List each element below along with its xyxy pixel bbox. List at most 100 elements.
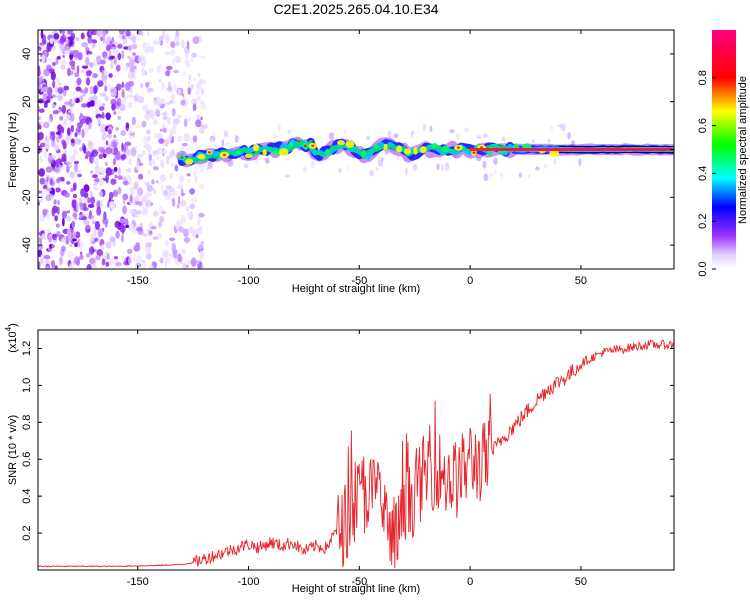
noise-blob (180, 39, 184, 45)
noise-blob (189, 188, 196, 195)
noise-blob (105, 241, 112, 249)
noise-blob (90, 196, 95, 205)
noise-blob (138, 54, 143, 63)
noise-blob (49, 243, 52, 249)
spectrogram-panel: -150 -100 -50 0 50 -40 -20 0 20 40 Height of str… (7, 29, 675, 295)
noise-blob (87, 35, 93, 44)
noise-blob (194, 175, 198, 184)
noise-blob (265, 157, 270, 164)
noise-blob (117, 116, 121, 120)
noise-blob (186, 59, 190, 68)
snr-series-line (38, 339, 674, 569)
noise-blob (61, 238, 65, 243)
noise-blob (38, 168, 45, 177)
y-tick-label: 40 (21, 48, 33, 60)
noise-blob (56, 177, 62, 183)
noise-blob (83, 192, 89, 199)
noise-blob (136, 226, 143, 232)
noise-blob (196, 95, 201, 101)
noise-blob (123, 142, 128, 151)
noise-blob (72, 201, 76, 208)
noise-blob (111, 44, 116, 47)
noise-blob (129, 194, 133, 204)
noise-blob (90, 42, 96, 49)
noise-blob (182, 70, 186, 77)
noise-blob (85, 151, 92, 157)
noise-blob (80, 69, 84, 74)
noise-blob (63, 118, 68, 127)
noise-blob (158, 204, 164, 214)
noise-blob (72, 238, 77, 242)
colorbar-tick-label: 0.6 (697, 118, 709, 133)
noise-blob (310, 160, 316, 168)
noise-blob (87, 214, 95, 220)
noise-blob (77, 38, 83, 42)
noise-blob (170, 126, 177, 135)
noise-blob (193, 166, 199, 170)
noise-blob (186, 40, 190, 50)
noise-blob (347, 164, 350, 170)
noise-blob (121, 225, 125, 235)
noise-blob (121, 89, 125, 98)
noise-blob (207, 161, 213, 170)
noise-blob (116, 97, 122, 107)
noise-blob (54, 144, 59, 152)
noise-blob (166, 65, 173, 71)
noise-blob (191, 197, 198, 204)
noise-blob (84, 45, 88, 53)
noise-blob (118, 222, 122, 226)
noise-blob (145, 181, 151, 188)
noise-blob (191, 98, 198, 106)
noise-blob (494, 169, 497, 174)
noise-blob (105, 140, 109, 146)
noise-blob (200, 116, 203, 121)
noise-blob (187, 86, 192, 95)
snr-y-ticks: 0.2 0.4 0.6 0.8 1.0 1.2 (21, 341, 674, 541)
noise-blob (159, 257, 164, 264)
noise-blob (287, 129, 292, 134)
noise-blob (39, 213, 46, 222)
noise-blob (181, 248, 186, 254)
colorbar-scale (712, 30, 736, 269)
noise-blob (61, 126, 65, 134)
noise-blob (62, 54, 65, 58)
noise-blob (38, 124, 42, 130)
noise-blob (171, 108, 176, 117)
noise-blob (195, 234, 199, 239)
spectrogram-y-axis-title: Frequency (Hz) (7, 112, 19, 188)
noise-blob (113, 256, 119, 260)
noise-blob (518, 172, 522, 178)
noise-blob (112, 41, 119, 45)
noise-blob (112, 189, 118, 197)
noise-blob (108, 201, 116, 210)
noise-blob (114, 174, 118, 179)
noise-blob (165, 70, 170, 77)
noise-blob (132, 40, 136, 44)
noise-blob (59, 116, 64, 121)
noise-blob (178, 226, 184, 233)
noise-blob (158, 79, 162, 83)
noise-blob (159, 128, 163, 132)
noise-blob (57, 94, 63, 101)
signal-blob (441, 145, 450, 152)
noise-blob (188, 118, 191, 122)
noise-blob (40, 89, 44, 93)
snr-scale-note: (x104) (4, 323, 19, 353)
noise-blob (70, 138, 75, 144)
noise-blob (366, 135, 371, 140)
noise-blob (98, 178, 104, 187)
noise-blob (141, 67, 145, 77)
noise-blob (63, 192, 71, 198)
noise-blob (101, 30, 107, 37)
noise-blob (113, 134, 117, 139)
noise-blob (135, 260, 141, 267)
noise-blob (46, 176, 49, 182)
noise-blob (71, 98, 76, 105)
noise-blob (51, 61, 56, 67)
noise-blob (116, 83, 122, 91)
noise-blob (105, 161, 108, 166)
noise-blob (54, 215, 58, 222)
noise-blob (174, 55, 181, 64)
noise-blob (84, 224, 91, 233)
signal-blob (404, 148, 412, 155)
